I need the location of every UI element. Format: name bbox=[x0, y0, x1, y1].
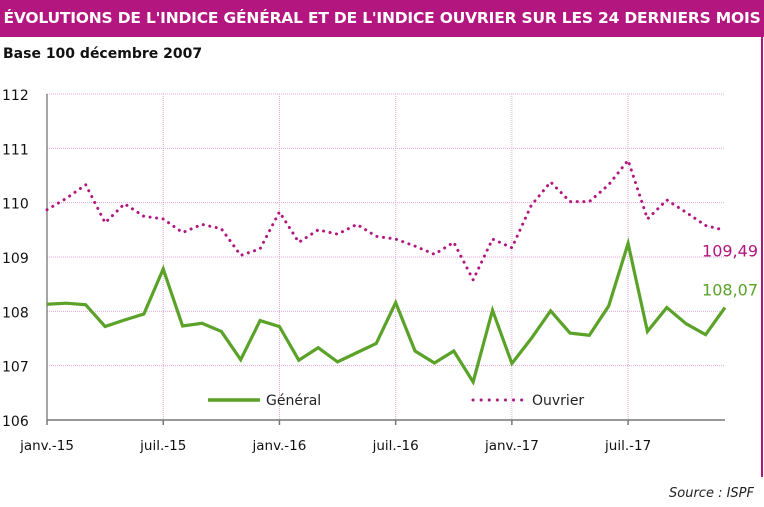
legend-label: Ouvrier bbox=[532, 393, 584, 409]
x-tick-label: juil.-16 bbox=[372, 438, 419, 454]
legend-label: Général bbox=[266, 393, 321, 409]
source-note: Source : ISPF bbox=[669, 486, 754, 501]
x-tick-label: janv.-17 bbox=[484, 438, 539, 454]
end-value-label: 108,07 bbox=[702, 281, 758, 300]
x-tick-label: juil.-15 bbox=[139, 438, 186, 454]
frame-border bbox=[761, 37, 763, 477]
y-tick-label: 106 bbox=[2, 414, 29, 430]
y-tick-label: 112 bbox=[2, 88, 29, 104]
y-tick-label: 108 bbox=[2, 305, 29, 321]
x-tick-label: juil.-17 bbox=[604, 438, 651, 454]
chart-title: ÉVOLUTIONS DE L'INDICE GÉNÉRAL ET DE L'I… bbox=[0, 0, 764, 37]
chart-subtitle: Base 100 décembre 2007 bbox=[3, 46, 203, 62]
y-tick-label: 110 bbox=[2, 197, 29, 213]
end-value-label: 109,49 bbox=[702, 241, 758, 260]
x-tick-label: janv.-16 bbox=[252, 438, 307, 454]
x-tick-label: janv.-15 bbox=[19, 438, 74, 454]
y-tick-label: 109 bbox=[2, 251, 29, 267]
series-line-general bbox=[46, 237, 727, 386]
y-tick-label: 111 bbox=[2, 142, 29, 158]
y-tick-label: 107 bbox=[2, 360, 29, 376]
